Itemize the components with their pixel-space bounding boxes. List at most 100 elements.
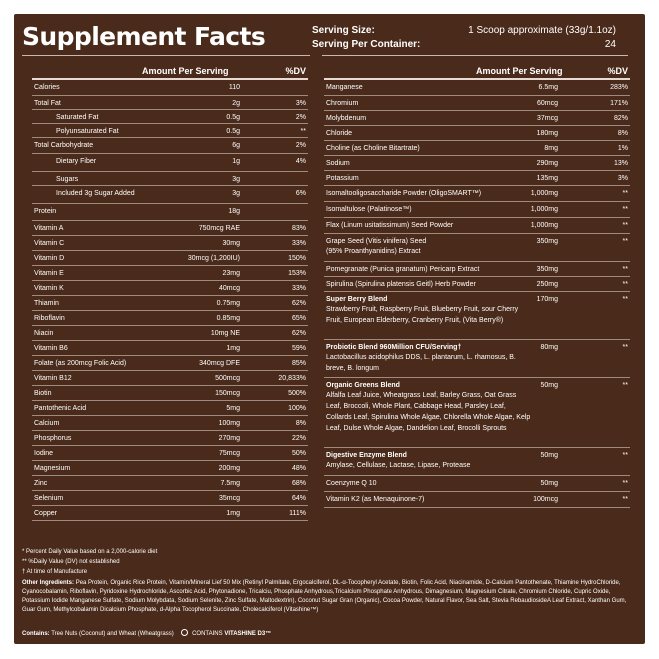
daily-value: 150% [288, 255, 306, 262]
nutrient-name: Vitamin K2 (as Menaquinone-7) [326, 496, 425, 503]
nutrient-name: Vitamin B6 [34, 345, 68, 352]
table-row: Polyunsaturated Fat 0.5g ** [32, 124, 308, 138]
nutrient-name: Dietary Fiber [56, 158, 97, 165]
table-row: Flax (Linum usitatissimum) Seed Powder 1,… [324, 218, 630, 234]
nutrient-name: Probiotic Blend 960Million CFU/Serving† [326, 344, 462, 351]
serving-size-label: Serving Size: [312, 25, 375, 36]
amount-per-serving: 2g [232, 100, 240, 107]
table-row: Coenzyme Q 10 50mg ** [324, 476, 630, 492]
table-row: Selenium 35mcg 64% [32, 491, 308, 506]
serving-size-value: 1 Scoop approximate (33g/1.1oz) [468, 25, 616, 36]
amount-per-serving: 500mcg [215, 375, 240, 382]
table-row: Super Berry Blend 170mg ** Strawberry Fruit… [324, 292, 630, 340]
dv-header: %DV [607, 66, 628, 76]
blend-ingredients: (95% Proanthyanidins) Extract [326, 248, 421, 255]
blend-ingredients: Lactobacillus acidophilus DDS, L. planta… [326, 354, 516, 372]
nutrient-name: Isomaltooligosaccharide Powder (OligoSMA… [326, 190, 482, 197]
daily-value: ** [622, 266, 628, 273]
amount-per-serving: 6.5mg [538, 84, 558, 91]
table-row: Chromium 60mcg 171% [324, 96, 630, 111]
left-rows: Calories 110 Total Fat 2g 3% Saturated Fat 0.5… [32, 80, 308, 521]
daily-value: 3% [617, 175, 628, 182]
table-row: Potassium 135mg 3% [324, 171, 630, 186]
amount-per-serving: 0.5g [226, 114, 240, 121]
table-row: Saturated Fat 0.5g 2% [32, 110, 308, 124]
amount-per-serving: 1,000mg [530, 222, 558, 229]
table-row: Vitamin E 23mg 153% [32, 266, 308, 281]
nutrient-name: Total Carbohydrate [34, 142, 94, 149]
serving-info: Serving Size: 1 Scoop approximate (33g/1… [312, 24, 616, 52]
amount-per-serving: 5mg [226, 405, 240, 412]
amount-per-serving: 180mg [536, 130, 558, 137]
amount-per-serving: 100mg [218, 420, 240, 427]
table-row: Calcium 100mg 8% [32, 416, 308, 431]
table-row: Vitamin K 40mcg 33% [32, 281, 308, 296]
nutrient-name: Iodine [34, 450, 54, 457]
daily-value: 83% [291, 225, 306, 232]
daily-value: 4% [295, 158, 306, 165]
amount-per-serving: 340mcg DFE [199, 360, 240, 367]
amount-per-serving: 1,000mg [530, 190, 558, 197]
amount-per-serving: 60mcg [536, 100, 558, 107]
nutrient-name: Vitamin E [34, 270, 64, 277]
amount-per-serving: 0.85mg [216, 315, 240, 322]
manufacture-note: † At time of Manufacture [22, 569, 88, 575]
nutrient-name: Total Fat [34, 100, 61, 107]
supplement-facts-panel [14, 14, 645, 644]
contains-label: Contains: [22, 631, 50, 637]
table-row: Isomaltooligosaccharide Powder (OligoSMA… [324, 186, 630, 202]
vitashine-text: VITASHINE D3™ [224, 631, 272, 637]
table-row: Manganese 6.5mg 283% [324, 80, 630, 96]
table-row: Biotin 150mcg 500% [32, 386, 308, 401]
blend-ingredients: Amylase, Cellulase, Lactase, Lipase, Pro… [326, 462, 471, 469]
contains-text: Tree Nuts (Coconut) and Wheat (Wheatgras… [51, 631, 174, 637]
nutrient-name: Pomegranate (Punica granatum) Pericarp E… [326, 266, 480, 273]
nutrient-name: Zinc [34, 480, 48, 487]
daily-value: 153% [288, 270, 306, 277]
amount-per-serving: 6g [232, 142, 240, 149]
daily-value: 59% [291, 345, 306, 352]
amount-header: Amount Per Serving [476, 66, 563, 76]
daily-value: ** [622, 480, 628, 487]
amount-per-serving: 270mg [218, 435, 240, 442]
table-row: Sodium 290mg 13% [324, 156, 630, 171]
amount-per-serving: 3g [232, 190, 240, 197]
daily-value: ** [622, 452, 628, 459]
nutrient-name: Selenium [34, 495, 64, 502]
daily-value: 20,833% [278, 375, 306, 382]
nutrient-name: Saturated Fat [56, 114, 99, 121]
nutrient-name: Phosphorus [34, 435, 72, 442]
daily-value: ** [622, 296, 628, 303]
nutrient-name: Biotin [34, 390, 52, 397]
header-divider-left [22, 55, 310, 56]
table-row: Choline (as Choline Bitartrate) 8mg 1% [324, 141, 630, 156]
daily-value: 111% [289, 510, 306, 517]
table-row: Calories 110 [32, 80, 308, 96]
table-row: Zinc 7.5mg 68% [32, 476, 308, 491]
amount-per-serving: 170mg [536, 296, 558, 303]
nutrient-name: Chromium [326, 100, 359, 107]
contains-line: Contains: Tree Nuts (Coconut) and Wheat … [22, 629, 628, 639]
table-row: Vitamin C 30mg 33% [32, 236, 308, 251]
daily-value: 85% [291, 360, 306, 367]
nutrient-name: Molybdenum [326, 115, 367, 122]
amount-per-serving: 3g [232, 176, 240, 183]
daily-value: 62% [291, 300, 306, 307]
table-row: Grape Seed (Vitis vinifera) Seed 350mg ** (… [324, 234, 630, 262]
nutrient-name: Protein [34, 208, 57, 215]
nutrient-name: Vitamin B12 [34, 375, 72, 382]
nutrient-name: Included 3g Sugar Added [56, 190, 135, 197]
nutrient-name: Copper [34, 510, 57, 517]
table-row: Total Fat 2g 3% [32, 96, 308, 110]
nutrient-name: Grape Seed (Vitis vinifera) Seed [326, 238, 427, 245]
daily-value: 2% [295, 114, 306, 121]
daily-value: 8% [295, 420, 306, 427]
dv-note: * Percent Daily Value based on a 2,000-c… [22, 549, 158, 555]
nutrient-name: Choline (as Choline Bitartrate) [326, 145, 420, 152]
right-column-header: Amount Per Serving %DV [324, 62, 630, 80]
table-row: Vitamin D 30mcg (1,200IU) 150% [32, 251, 308, 266]
nutrient-name: Niacin [34, 330, 54, 337]
nutrient-name: Potassium [326, 175, 359, 182]
table-row: Included 3g Sugar Added 3g 6% [32, 186, 308, 204]
blend-ingredients: Strawberry Fruit, Raspberry Fruit, Blueb… [326, 306, 519, 324]
